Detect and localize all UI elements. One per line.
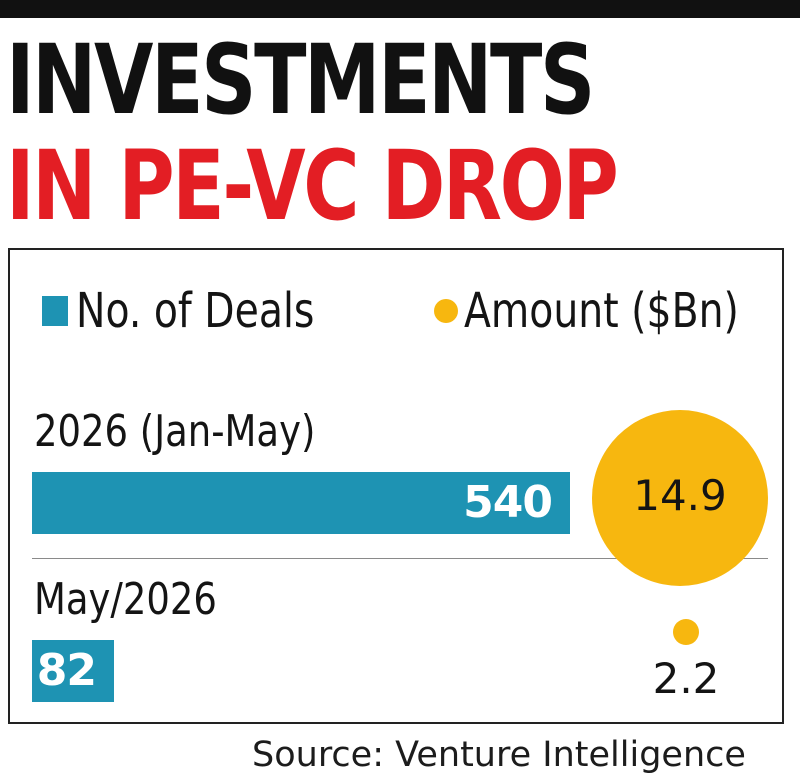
category-label-may: May/2026 <box>34 574 217 625</box>
chart-title-line-1: INVESTMENTS <box>6 24 595 136</box>
bubble-amount-ytd <box>592 410 768 586</box>
category-label-ytd: 2026 (Jan-May) <box>34 406 316 457</box>
chart-frame <box>8 248 784 724</box>
legend-swatch-deals <box>42 296 68 326</box>
bar-value-label-ytd: 540 <box>463 477 553 528</box>
legend-item-amount: Amount ($Bn) <box>434 283 799 339</box>
bar-deals-may: 82 <box>32 640 114 702</box>
bubble-value-label-may: 2.2 <box>652 654 720 703</box>
bubble-value-label-ytd: 14.9 <box>633 471 727 520</box>
bar-value-label-may: 82 <box>36 645 97 696</box>
source-note: Source: Venture Intelligence <box>252 735 746 775</box>
legend-swatch-amount <box>434 299 458 323</box>
bubble-amount-may <box>673 619 699 645</box>
legend-label-amount: Amount ($Bn) <box>464 283 739 339</box>
bar-deals-ytd: 540 <box>32 472 570 534</box>
top-rule <box>0 0 800 18</box>
row-divider <box>32 558 768 559</box>
legend-label-deals: No. of Deals <box>76 283 315 339</box>
chart-title-line-2: IN PE-VC DROP <box>6 130 619 242</box>
legend-item-deals: No. of Deals <box>42 283 367 339</box>
